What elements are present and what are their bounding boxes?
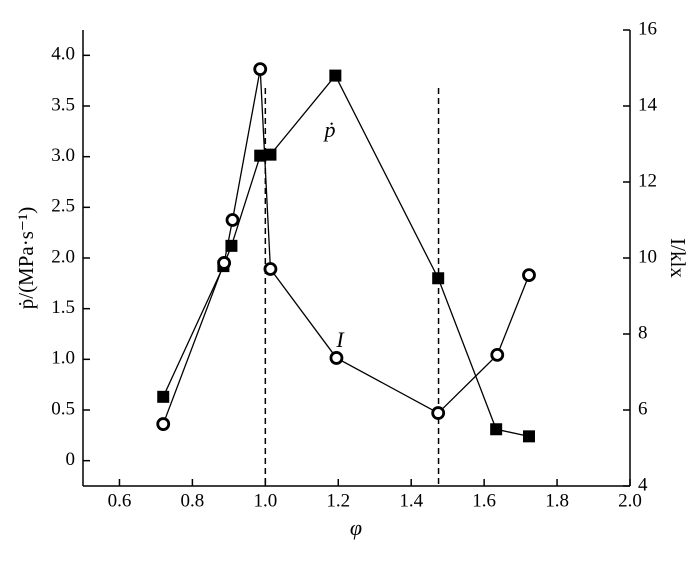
y2-tick-label: 4 bbox=[638, 474, 648, 495]
y2-tick-label: 10 bbox=[638, 246, 657, 267]
y2-tick-label: 8 bbox=[638, 322, 648, 343]
x-axis-label: φ bbox=[350, 515, 362, 540]
y-tick-label: 0.5 bbox=[51, 398, 75, 419]
x-tick-label: 2.0 bbox=[618, 490, 642, 511]
y2-tick-label: 6 bbox=[638, 398, 648, 419]
square-marker bbox=[490, 423, 503, 436]
circle-marker bbox=[253, 62, 268, 77]
circle-marker bbox=[263, 262, 278, 276]
x-tick-label: 1.6 bbox=[472, 490, 496, 511]
x-tick-label: 0.8 bbox=[181, 490, 205, 511]
y-tick-label: 4.0 bbox=[51, 44, 75, 65]
series-label: ṗ bbox=[323, 117, 336, 142]
x-tick-label: 1.2 bbox=[326, 490, 350, 511]
square-marker bbox=[522, 430, 535, 443]
circle-marker bbox=[490, 347, 505, 362]
y2-tick-label: 16 bbox=[638, 18, 657, 39]
y-tick-label: 2.5 bbox=[51, 196, 75, 217]
x-tick-label: 1.4 bbox=[399, 490, 423, 511]
y-tick-label: 3.0 bbox=[51, 145, 75, 166]
circle-marker bbox=[217, 256, 232, 270]
y-tick-label: 3.5 bbox=[51, 94, 75, 115]
square-marker bbox=[432, 272, 445, 285]
circle-marker bbox=[329, 351, 344, 365]
y-tick-label: 2.0 bbox=[51, 246, 75, 267]
y-axis-label: ṗ/(MPa·s⁻¹) bbox=[14, 207, 38, 310]
y2-axis-label: I/klx bbox=[666, 238, 690, 278]
y-tick-label: 1.5 bbox=[51, 297, 75, 318]
y-tick-label: 1.0 bbox=[51, 348, 75, 369]
series-label: I bbox=[335, 327, 345, 352]
circle-marker bbox=[431, 406, 446, 420]
y2-tick-label: 14 bbox=[638, 94, 658, 115]
square-marker bbox=[254, 149, 267, 162]
circle-marker bbox=[225, 213, 240, 227]
y2-tick-label: 12 bbox=[638, 170, 657, 191]
circle-marker bbox=[522, 268, 536, 283]
x-tick-label: 0.6 bbox=[108, 490, 132, 511]
x-tick-label: 1.0 bbox=[253, 490, 277, 511]
series-line bbox=[162, 74, 530, 437]
y-tick-label: 0 bbox=[66, 449, 76, 470]
x-tick-label: 1.8 bbox=[545, 490, 569, 511]
square-marker bbox=[157, 390, 170, 403]
square-marker bbox=[264, 148, 277, 161]
circle-marker bbox=[156, 417, 171, 431]
square-marker bbox=[329, 69, 342, 82]
